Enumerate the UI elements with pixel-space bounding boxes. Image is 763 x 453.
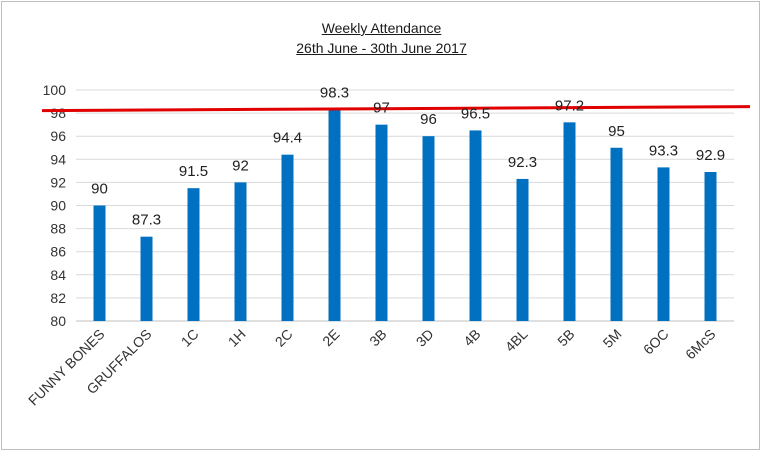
bar — [657, 167, 670, 321]
y-tick-label: 96 — [50, 128, 66, 144]
y-tick-label: 82 — [50, 290, 66, 306]
gridlines — [76, 89, 734, 322]
x-tick-label: 6OC — [640, 326, 672, 358]
bar — [140, 236, 153, 321]
y-tick-label: 90 — [50, 198, 66, 214]
bar — [328, 109, 341, 321]
data-label: 95 — [608, 123, 625, 140]
y-tick-label: 94 — [50, 151, 66, 167]
data-label: 96 — [420, 111, 437, 128]
x-tick-label: 4BL — [502, 326, 531, 355]
x-tick-label: 1H — [225, 326, 249, 350]
bar — [281, 154, 294, 321]
bar — [187, 188, 200, 321]
bars — [93, 109, 717, 322]
x-tick-label: 2C — [272, 326, 296, 350]
y-tick-label: 80 — [50, 313, 66, 329]
x-tick-label: 2E — [319, 326, 342, 349]
bar — [234, 182, 247, 321]
y-tick-label: 88 — [50, 221, 66, 237]
y-tick-label: 86 — [50, 244, 66, 260]
data-labels: 90 87.3 91.5 92 94.4 98.3 97 96 96.5 92.3 97.2 95 93… — [91, 85, 725, 229]
data-label: 92 — [232, 157, 249, 174]
chart-subtitle: 26th June - 30th June 2017 — [296, 40, 467, 56]
x-tick-label: 5M — [600, 326, 625, 351]
data-label: 97 — [373, 100, 390, 117]
data-label: 92.3 — [508, 154, 537, 171]
target-line-stroke — [41, 105, 751, 113]
chart-title: Weekly Attendance — [321, 20, 442, 36]
data-label: 96.5 — [461, 105, 490, 122]
data-label: 94.4 — [273, 130, 302, 147]
chart-title-block: Weekly Attendance 26th June - 30th June … — [0, 18, 763, 58]
y-axis: 80 82 84 86 88 90 92 94 96 98 100 — [43, 82, 734, 329]
bar — [422, 136, 435, 321]
bar — [563, 122, 576, 321]
data-label: 97.2 — [555, 97, 584, 114]
data-label: 90 — [91, 181, 108, 198]
bar — [93, 205, 106, 321]
bar — [375, 124, 388, 322]
x-tick-label: 1C — [178, 326, 202, 350]
y-tick-label: 100 — [43, 82, 67, 98]
x-tick-label: 4B — [460, 326, 483, 349]
y-tick-label: 92 — [50, 174, 66, 190]
bar — [704, 172, 717, 321]
bar — [469, 130, 482, 321]
y-tick-label: 84 — [50, 267, 66, 283]
bar — [610, 147, 623, 321]
target-line — [41, 105, 751, 113]
x-tick-label: 5B — [554, 326, 577, 349]
data-label: 93.3 — [649, 142, 678, 159]
x-tick-label: 3D — [413, 326, 437, 350]
bar — [516, 178, 529, 321]
data-label: 91.5 — [179, 163, 208, 180]
y-tick-label: 98 — [50, 105, 66, 121]
data-label: 92.9 — [696, 147, 725, 164]
x-tick-label: 3B — [366, 326, 389, 349]
x-tick-label: 6McS — [682, 326, 719, 363]
data-label: 98.3 — [320, 85, 349, 102]
data-label: 87.3 — [132, 212, 161, 229]
